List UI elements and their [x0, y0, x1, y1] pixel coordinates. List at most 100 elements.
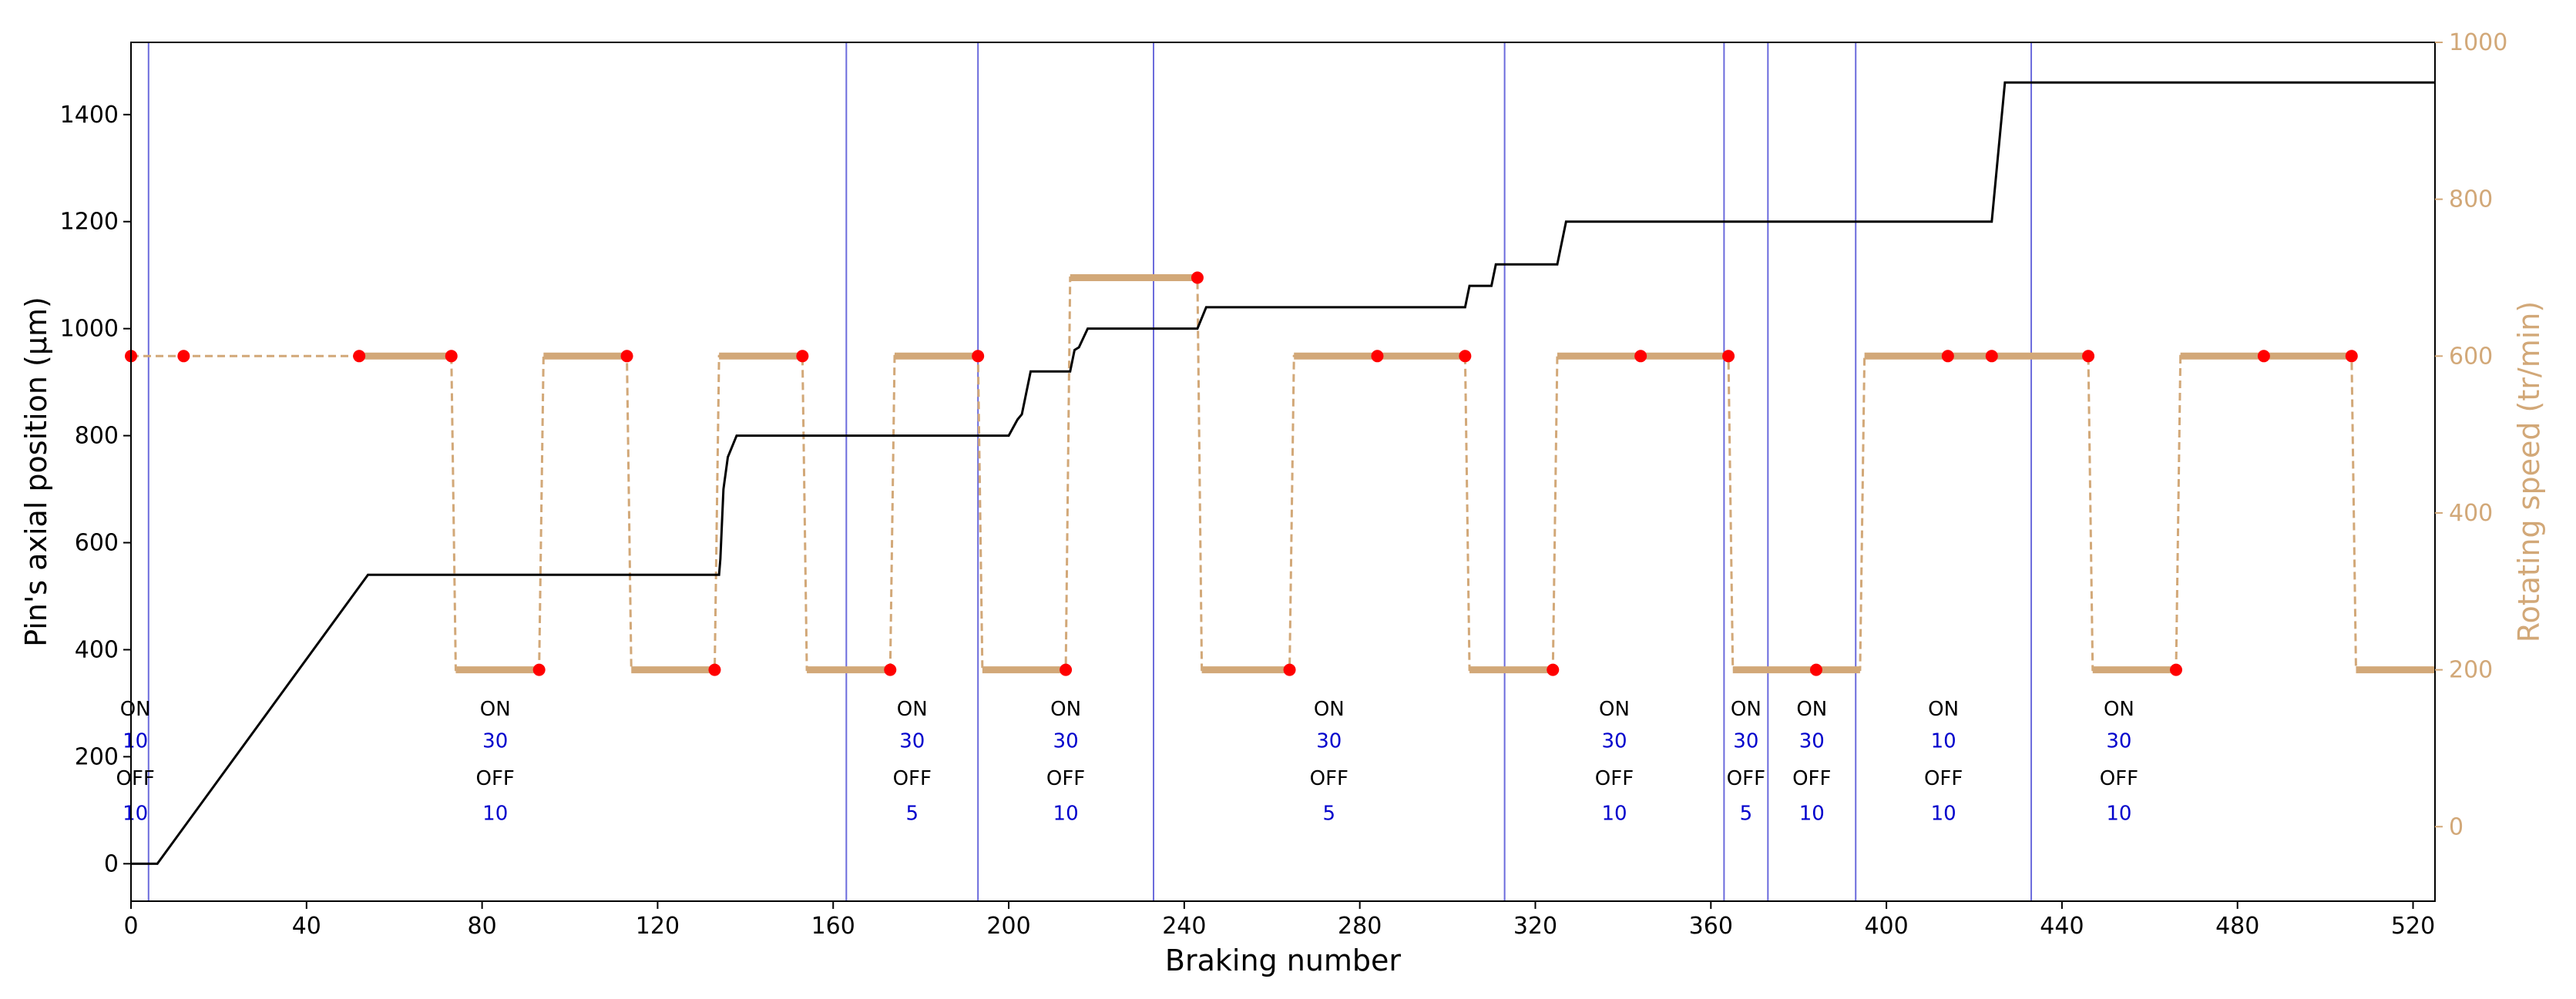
y-right-tick-label: 200 — [2449, 657, 2493, 684]
x-tick-label: 440 — [2040, 913, 2084, 940]
annotation-on-label: ON — [897, 698, 928, 721]
y-right-tick-label: 1000 — [2449, 29, 2507, 56]
speed-marker — [1985, 350, 1998, 363]
x-tick-label: 480 — [2215, 913, 2259, 940]
speed-marker — [177, 350, 190, 363]
speed-marker — [796, 350, 809, 363]
y-left-tick-label: 200 — [75, 743, 119, 770]
annotation-on-label: ON — [120, 698, 151, 721]
y-axis-left: 0 200 400 600 800 1000 1200 1400 — [60, 102, 131, 877]
annotation-off-value: 10 — [482, 802, 508, 825]
y-left-tick-label: 1400 — [60, 102, 119, 129]
y-left-tick-label: 400 — [75, 636, 119, 663]
speed-series-group — [125, 271, 2435, 676]
x-axis: 0 40 80 120 160 200 240 280 320 360 400 440 480 520 — [123, 901, 2435, 940]
annotation-on-value: 30 — [1799, 730, 1825, 753]
annotation-off-label: OFF — [2100, 767, 2138, 790]
annotation-on-value: 30 — [2106, 730, 2131, 753]
annotation-off-value: 10 — [2106, 802, 2131, 825]
y-axis-right-title: Rotating speed (tr/min) — [2512, 301, 2546, 642]
y-left-tick-label: 600 — [75, 530, 119, 557]
annotation-on-label: ON — [1599, 698, 1630, 721]
annotation-off-value: 10 — [1799, 802, 1825, 825]
x-tick-label: 120 — [636, 913, 680, 940]
annotation-on-value: 30 — [482, 730, 508, 753]
vertical-line-group — [147, 42, 2033, 901]
annotation-on-label: ON — [1050, 698, 1081, 721]
speed-marker — [1547, 663, 1560, 676]
y-right-tick-label: 600 — [2449, 343, 2493, 370]
annotation-on-value: 30 — [1733, 730, 1758, 753]
annotation-on-value: 30 — [1316, 730, 1342, 753]
annotation-off-value: 5 — [1740, 802, 1753, 825]
annotation-on-value: 30 — [1601, 730, 1627, 753]
y-axis-left-title: Pin's axial position (µm) — [19, 297, 53, 647]
x-tick-label: 320 — [1513, 913, 1557, 940]
annotation-group: ON 10 OFF 10 ON 30 OFF 10 ON 30 OFF 5 ON 30 OFF 10 ON 30 O… — [116, 698, 2139, 825]
y-left-tick-label: 0 — [104, 850, 119, 877]
annotation-off-label: OFF — [1792, 767, 1831, 790]
speed-marker — [2169, 663, 2182, 676]
annotation-off-value: 10 — [1601, 802, 1627, 825]
speed-marker — [1722, 350, 1735, 363]
x-tick-label: 280 — [1338, 913, 1382, 940]
annotation-off-label: OFF — [1595, 767, 1634, 790]
annotation-off-value: 10 — [1053, 802, 1079, 825]
y-right-tick-label: 0 — [2449, 813, 2463, 840]
x-tick-label: 360 — [1689, 913, 1733, 940]
speed-marker — [2257, 350, 2270, 363]
y-axis-right: 0 200 400 600 800 1000 — [2435, 29, 2507, 840]
position-series-line — [131, 81, 2435, 865]
y-right-tick-label: 400 — [2449, 500, 2493, 527]
y-left-tick-label: 800 — [75, 423, 119, 450]
speed-marker — [1283, 663, 1296, 676]
annotation-off-value: 10 — [123, 802, 148, 825]
x-tick-label: 40 — [292, 913, 321, 940]
speed-marker — [1060, 663, 1073, 676]
speed-marker — [1459, 350, 1472, 363]
annotation-off-label: OFF — [1046, 767, 1085, 790]
annotation-on-value: 10 — [123, 730, 148, 753]
speed-marker — [1634, 350, 1647, 363]
speed-marker — [445, 350, 458, 363]
speed-marker — [1371, 350, 1384, 363]
annotation-off-label: OFF — [476, 767, 515, 790]
annotation-on-value: 30 — [899, 730, 925, 753]
speed-marker — [972, 350, 985, 363]
annotation-off-label: OFF — [116, 767, 155, 790]
annotation-off-label: OFF — [1924, 767, 1963, 790]
speed-marker — [532, 663, 546, 676]
x-tick-label: 200 — [986, 913, 1030, 940]
speed-marker — [708, 663, 721, 676]
speed-marker — [2345, 350, 2358, 363]
y-left-tick-label: 1200 — [60, 209, 119, 236]
annotation-off-value: 10 — [1931, 802, 1956, 825]
position-series-group — [131, 81, 2435, 865]
annotation-on-label: ON — [1928, 698, 1959, 721]
x-tick-label: 80 — [468, 913, 497, 940]
annotation-on-value: 10 — [1931, 730, 1956, 753]
annotation-on-label: ON — [480, 698, 511, 721]
annotation-on-label: ON — [1731, 698, 1762, 721]
x-tick-label: 240 — [1162, 913, 1206, 940]
annotation-off-label: OFF — [893, 767, 932, 790]
x-tick-label: 520 — [2391, 913, 2435, 940]
speed-marker — [1191, 271, 1204, 284]
x-axis-title: Braking number — [1165, 944, 1402, 977]
annotation-on-label: ON — [1796, 698, 1827, 721]
y-left-tick-label: 1000 — [60, 316, 119, 343]
annotation-on-label: ON — [1314, 698, 1345, 721]
y-right-tick-label: 800 — [2449, 186, 2493, 213]
annotation-off-label: OFF — [1310, 767, 1348, 790]
speed-marker — [620, 350, 633, 363]
speed-marker — [1809, 663, 1822, 676]
plot-frame — [130, 42, 2436, 902]
annotation-on-label: ON — [2104, 698, 2134, 721]
annotation-on-value: 30 — [1053, 730, 1079, 753]
speed-marker — [884, 663, 897, 676]
annotation-off-value: 5 — [1323, 802, 1336, 825]
annotation-off-value: 5 — [905, 802, 919, 825]
speed-series-line — [131, 276, 2435, 672]
x-tick-label: 400 — [1864, 913, 1908, 940]
